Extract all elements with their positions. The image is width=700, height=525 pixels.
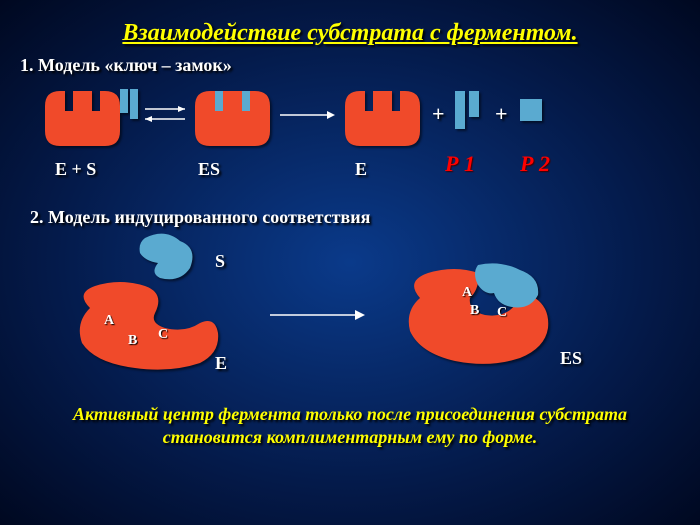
site-a-right: A xyxy=(462,285,472,301)
substrate-left xyxy=(130,233,200,283)
label-e: E xyxy=(355,159,367,180)
site-a-left: A xyxy=(104,313,114,329)
product-1 xyxy=(455,91,480,129)
label-es-right: ES xyxy=(560,348,582,369)
plus-1: + xyxy=(432,101,445,127)
site-c-left: C xyxy=(158,327,168,343)
model2-diagram: A B C S E A B C ES xyxy=(0,233,700,383)
site-c-right: C xyxy=(497,305,507,321)
label-e-left: E xyxy=(215,353,227,374)
arrow-reversible xyxy=(140,101,190,126)
label-e-plus-s: E + S xyxy=(55,159,96,180)
site-b-right: B xyxy=(470,303,479,319)
site-b-left: B xyxy=(128,333,137,349)
model1-name: Модель «ключ – замок» xyxy=(38,55,232,75)
slide-title: Взаимодействие субстрата с ферментом. xyxy=(0,0,700,47)
label-s-left: S xyxy=(215,251,225,272)
arrow-forward xyxy=(280,109,340,121)
label-p1: Р 1 xyxy=(445,153,475,175)
substrate-1 xyxy=(120,89,138,119)
enzyme-left xyxy=(70,278,220,373)
footer-text: Активный центр фермента только после при… xyxy=(0,403,700,450)
enzyme-2 xyxy=(195,91,270,146)
model2-title: 2. Модель индуцированного соответствия xyxy=(0,207,700,228)
model1-diagram: + + E + S ES E Р 1 Р 2 xyxy=(0,81,700,201)
enzyme-1 xyxy=(45,91,120,146)
enzyme-3 xyxy=(345,91,420,146)
model2-name: Модель индуцированного соответствия xyxy=(48,207,370,227)
label-es: ES xyxy=(198,159,220,180)
plus-2: + xyxy=(495,101,508,127)
arrow-model2 xyxy=(270,308,370,322)
model1-title: 1. Модель «ключ – замок» xyxy=(0,55,700,76)
label-p2: Р 2 xyxy=(520,153,550,175)
product-2 xyxy=(520,99,542,121)
model2-number: 2. xyxy=(30,207,44,227)
model1-number: 1. xyxy=(20,55,34,75)
